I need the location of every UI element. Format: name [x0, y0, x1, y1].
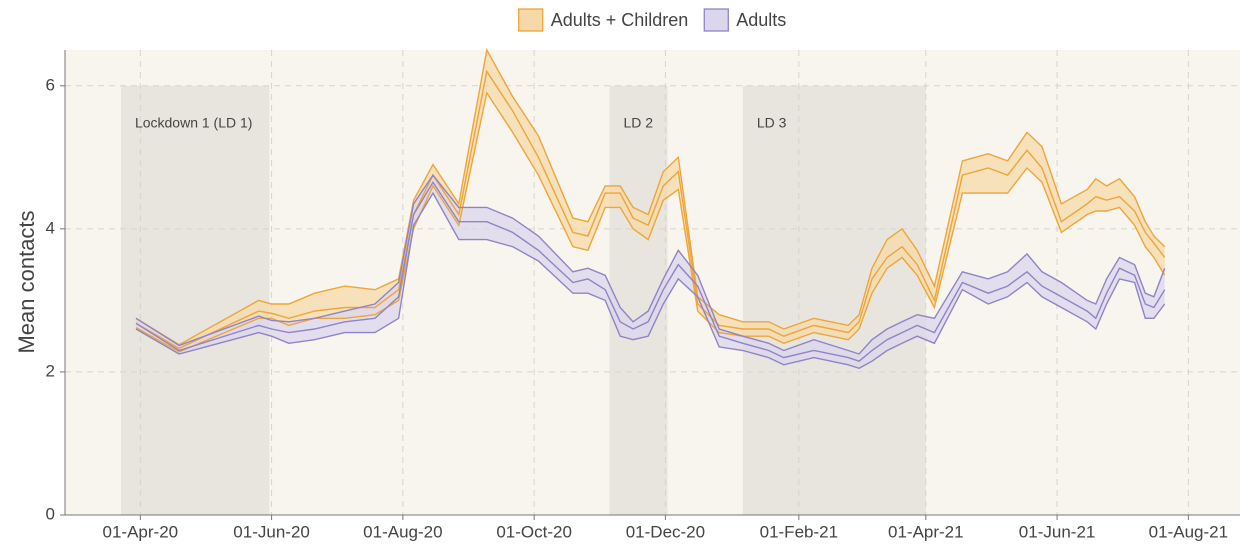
- y-tick-label: 2: [46, 361, 55, 380]
- y-tick-label: 6: [46, 75, 55, 94]
- bound-line: [135, 91, 1166, 353]
- legend-swatch: [518, 8, 544, 32]
- confidence-band: [136, 50, 1165, 352]
- confidence-band: [136, 175, 1165, 369]
- lockdown-region: [742, 85, 926, 516]
- x-tick-label: 01-Jun-20: [233, 522, 310, 541]
- x-tick-label: 01-Dec-20: [626, 522, 705, 541]
- lockdown-region: [120, 85, 270, 516]
- x-tick-label: 01-Apr-21: [888, 522, 964, 541]
- x-tick-label: 01-Aug-21: [1149, 522, 1228, 541]
- x-tick-label: 01-Feb-21: [760, 522, 838, 541]
- legend-label: Adults + Children: [551, 10, 689, 30]
- legend-swatch: [703, 8, 729, 32]
- x-tick-label: 01-Apr-20: [103, 522, 179, 541]
- bound-line: [135, 174, 1166, 355]
- lockdown-label: LD 3: [757, 114, 787, 130]
- y-tick-label: 4: [46, 218, 55, 237]
- y-tick-label: 0: [46, 504, 55, 523]
- legend-label: Adults: [736, 10, 786, 30]
- lockdown-label: Lockdown 1 (LD 1): [135, 114, 253, 130]
- x-tick-label: 01-Jun-21: [1019, 522, 1096, 541]
- x-tick-label: 01-Oct-20: [496, 522, 572, 541]
- y-axis-title: Mean contacts: [14, 210, 39, 353]
- mean-line: [135, 180, 1166, 362]
- mean-line: [135, 69, 1166, 350]
- bound-line: [135, 191, 1166, 370]
- legend: Adults + Children Adults: [518, 8, 786, 32]
- lockdown-label: LD 2: [623, 114, 653, 130]
- x-tick-label: 01-Aug-20: [363, 522, 442, 541]
